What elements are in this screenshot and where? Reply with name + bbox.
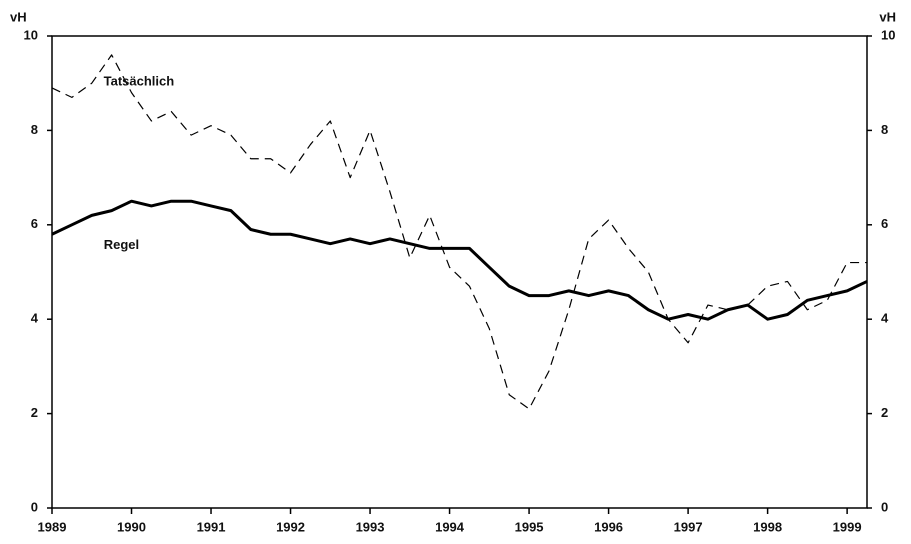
line-series [51,54,867,410]
x-tick-label: 1996 [594,519,623,534]
y-tick-label: 10 [24,27,38,42]
y2-tick-label: 0 [881,499,888,514]
x-tick-label: 1999 [833,519,862,534]
x-tick-label: 1995 [515,519,544,534]
y2-tick-label: 10 [881,27,895,42]
y-tick-label: 8 [31,122,38,137]
series-label: Tatsächlich [104,73,175,88]
y2-tick-label: 4 [881,311,889,326]
y2-axis-label: vH [879,9,896,24]
plot-frame [51,35,868,509]
y-tick-label: 0 [31,499,38,514]
x-tick-label: 1997 [674,519,703,534]
x-tick-label: 1991 [197,519,226,534]
y2-tick-label: 8 [881,122,888,137]
x-tick-label: 1994 [435,519,465,534]
series-label: Regel [104,237,139,252]
y2-tick-label: 6 [881,216,888,231]
y2-tick-label: 2 [881,405,888,420]
y-tick-label: 4 [31,311,39,326]
line-series [51,199,868,321]
x-tick-label: 1990 [117,519,146,534]
x-tick-label: 1998 [753,519,782,534]
x-tick-label: 1992 [276,519,305,534]
y-tick-label: 6 [31,216,38,231]
y-tick-label: 2 [31,405,38,420]
x-tick-label: 1993 [356,519,385,534]
y-axis-label: vH [10,9,27,24]
x-tick-label: 1989 [38,519,67,534]
